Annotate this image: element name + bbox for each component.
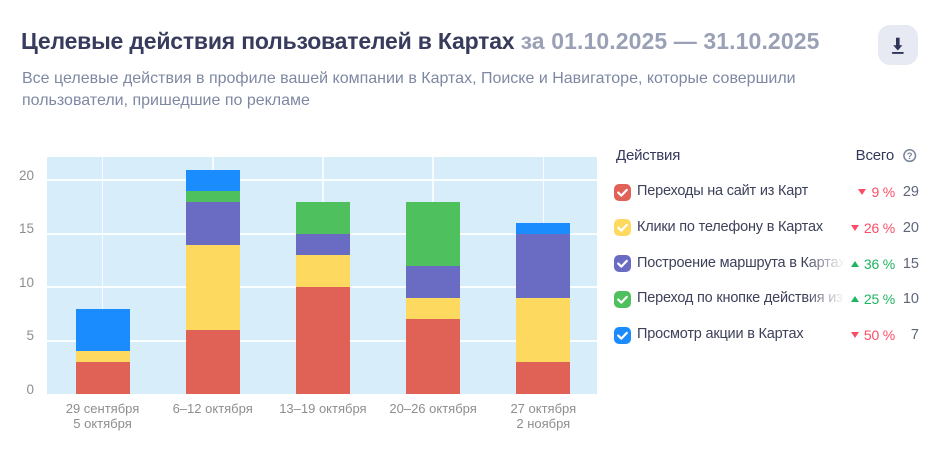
svg-text:?: ? <box>907 151 913 162</box>
